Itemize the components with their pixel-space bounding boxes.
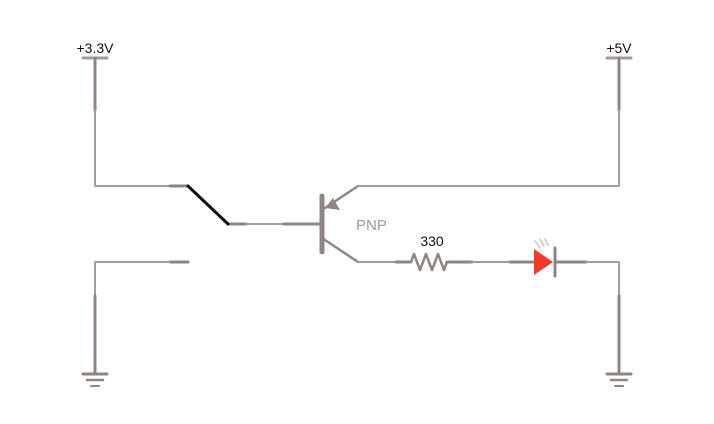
wire-3v3-to-switch xyxy=(94,109,171,187)
supply-3v3-symbol xyxy=(81,56,109,112)
resistor-value-label: 330 xyxy=(420,233,444,249)
light-rays-icon xyxy=(534,238,549,249)
supply-5v-label: +5V xyxy=(606,40,632,56)
right-ground-icon xyxy=(605,294,633,387)
wire-switch-to-left-ground xyxy=(94,261,171,297)
wire-5v-to-emitter xyxy=(357,109,620,187)
supply-5v-symbol xyxy=(605,56,633,112)
resistor-330 xyxy=(394,252,474,272)
supply-3v3-label: +3.3V xyxy=(77,40,115,56)
left-ground-icon xyxy=(81,294,109,387)
led xyxy=(508,246,588,278)
transistor-type-label: PNP xyxy=(356,217,387,234)
pnp-transistor xyxy=(282,184,360,264)
emitter-arrow-icon xyxy=(325,198,340,210)
wire-led-to-right-ground xyxy=(585,261,620,297)
spdt-switch xyxy=(168,184,248,264)
